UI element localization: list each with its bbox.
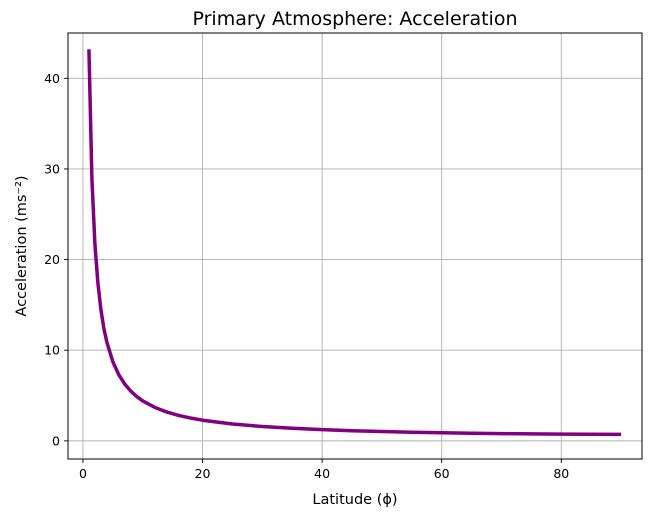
y-axis-label: Acceleration (ms⁻²) (14, 175, 30, 316)
ticks: 0 20 40 60 80 0 10 20 30 40 (44, 71, 569, 481)
series-line (87, 49, 622, 437)
x-axis-label: Latitude (ϕ) (312, 492, 397, 508)
y-tick-label: 20 (44, 252, 60, 267)
y-tick-label: 40 (44, 71, 60, 86)
y-tick-label: 10 (44, 343, 60, 358)
series-group (87, 49, 622, 437)
chart-title: Primary Atmosphere: Acceleration (193, 8, 518, 30)
x-tick-label: 20 (195, 466, 211, 481)
x-tick-label: 40 (314, 466, 330, 481)
x-tick-label: 0 (79, 466, 87, 481)
x-tick-label: 80 (553, 466, 569, 481)
grid (68, 33, 642, 459)
x-tick-label: 60 (434, 466, 450, 481)
y-tick-label: 30 (44, 161, 60, 176)
y-tick-label: 0 (52, 433, 60, 448)
plot-area-frame (67, 32, 643, 460)
